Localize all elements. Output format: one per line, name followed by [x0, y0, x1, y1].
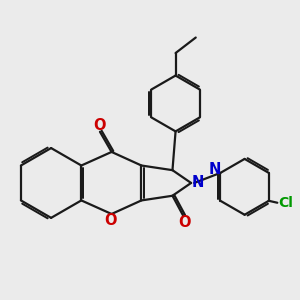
Text: Cl: Cl: [278, 196, 293, 210]
Text: O: O: [178, 214, 190, 230]
Text: N: N: [191, 175, 204, 190]
Text: N: N: [209, 161, 221, 176]
Text: O: O: [105, 214, 117, 229]
Text: O: O: [93, 118, 105, 133]
